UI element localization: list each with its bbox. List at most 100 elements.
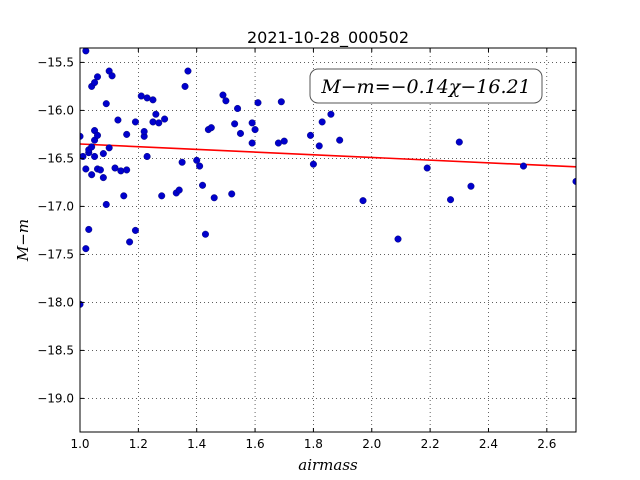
plot-area bbox=[80, 48, 576, 432]
data-point bbox=[207, 124, 215, 132]
fit-equation-label: M−m=−0.14χ−16.21 bbox=[320, 76, 530, 98]
data-point bbox=[199, 181, 207, 189]
y-axis-label: M−m bbox=[14, 219, 32, 262]
y-tick-label: −16.5 bbox=[37, 151, 74, 165]
plot-frame bbox=[79, 47, 577, 433]
data-point bbox=[143, 94, 151, 102]
x-tick-label: 1.8 bbox=[304, 437, 323, 451]
data-point bbox=[137, 92, 145, 100]
data-point bbox=[123, 166, 131, 174]
data-point bbox=[131, 226, 139, 234]
data-point bbox=[231, 120, 239, 128]
data-point bbox=[201, 230, 209, 238]
data-points bbox=[80, 48, 576, 308]
data-point bbox=[82, 165, 90, 173]
x-axis-label: airmass bbox=[298, 456, 358, 474]
y-tick-label: −19.0 bbox=[37, 391, 74, 405]
data-point bbox=[306, 131, 314, 139]
data-point bbox=[80, 132, 84, 140]
chart-title: 2021-10-28_000502 bbox=[247, 28, 409, 48]
data-point bbox=[280, 137, 288, 145]
data-point bbox=[359, 197, 367, 205]
y-tick-label: −18.0 bbox=[37, 295, 74, 309]
data-point bbox=[234, 104, 242, 112]
data-point bbox=[423, 164, 431, 172]
grid-lines bbox=[79, 48, 576, 432]
data-point bbox=[277, 98, 285, 106]
axis-ticks: 1.0 1.2 1.4 1.6 1.8 2.0 2.2 2.4 2.6 −15.5 −16.0 −16… bbox=[37, 48, 576, 451]
data-point bbox=[193, 156, 201, 164]
data-point bbox=[82, 48, 90, 55]
data-point bbox=[219, 91, 227, 99]
fit-line bbox=[80, 143, 576, 168]
data-point bbox=[161, 115, 169, 123]
data-point bbox=[117, 167, 125, 175]
data-point bbox=[175, 186, 183, 194]
data-point bbox=[126, 238, 134, 246]
data-point bbox=[455, 138, 463, 146]
data-point bbox=[96, 166, 104, 174]
data-point bbox=[102, 200, 110, 208]
data-point bbox=[184, 67, 192, 75]
data-point bbox=[248, 119, 256, 127]
data-point bbox=[222, 97, 230, 105]
data-point bbox=[572, 177, 576, 185]
data-point bbox=[254, 99, 262, 107]
data-point bbox=[394, 235, 402, 243]
y-tick-label: −15.5 bbox=[37, 55, 74, 69]
data-point bbox=[181, 82, 189, 90]
x-tick-label: 2.6 bbox=[537, 437, 556, 451]
y-tick-label: −18.5 bbox=[37, 343, 74, 357]
data-point bbox=[149, 118, 157, 126]
x-tick-label: 2.4 bbox=[479, 437, 498, 451]
data-point bbox=[327, 110, 335, 118]
fit-line-group bbox=[80, 143, 576, 168]
x-tick-label: 1.0 bbox=[70, 437, 89, 451]
data-point bbox=[88, 143, 96, 151]
data-point bbox=[111, 164, 119, 172]
data-point bbox=[91, 152, 99, 160]
data-point bbox=[178, 158, 186, 166]
x-tick-label: 1.2 bbox=[129, 437, 148, 451]
y-tick-label: −16.0 bbox=[37, 103, 74, 117]
data-point bbox=[82, 245, 90, 253]
x-tick-label: 2.2 bbox=[421, 437, 440, 451]
data-point bbox=[99, 174, 107, 182]
y-tick-label: −17.0 bbox=[37, 199, 74, 213]
data-point bbox=[149, 96, 157, 104]
data-point bbox=[210, 194, 218, 202]
data-point bbox=[155, 119, 163, 127]
data-point bbox=[251, 126, 259, 134]
data-point bbox=[94, 73, 102, 81]
data-point bbox=[102, 100, 110, 108]
data-point bbox=[519, 162, 527, 170]
data-point bbox=[248, 139, 256, 147]
data-point bbox=[447, 196, 455, 204]
data-point bbox=[152, 110, 160, 118]
data-point bbox=[236, 129, 244, 137]
data-point bbox=[131, 118, 139, 126]
fit-legend-box: M−m=−0.14χ−16.21 bbox=[309, 68, 543, 104]
data-point bbox=[315, 142, 323, 150]
data-point bbox=[99, 150, 107, 158]
y-tick-label: −17.5 bbox=[37, 247, 74, 261]
x-tick-label: 2.0 bbox=[362, 437, 381, 451]
data-point bbox=[105, 144, 113, 152]
data-point bbox=[158, 192, 166, 200]
data-point bbox=[143, 152, 151, 160]
data-point bbox=[123, 130, 131, 138]
data-point bbox=[196, 162, 204, 170]
data-point bbox=[336, 136, 344, 144]
data-point bbox=[108, 72, 116, 80]
data-point bbox=[467, 182, 475, 190]
data-point bbox=[309, 160, 317, 168]
data-point bbox=[274, 139, 282, 147]
data-point bbox=[318, 118, 326, 126]
data-point bbox=[88, 171, 96, 179]
data-point bbox=[140, 128, 148, 136]
x-tick-label: 1.6 bbox=[246, 437, 265, 451]
data-point bbox=[120, 192, 128, 200]
data-point bbox=[94, 131, 102, 139]
x-tick-label: 1.4 bbox=[187, 437, 206, 451]
